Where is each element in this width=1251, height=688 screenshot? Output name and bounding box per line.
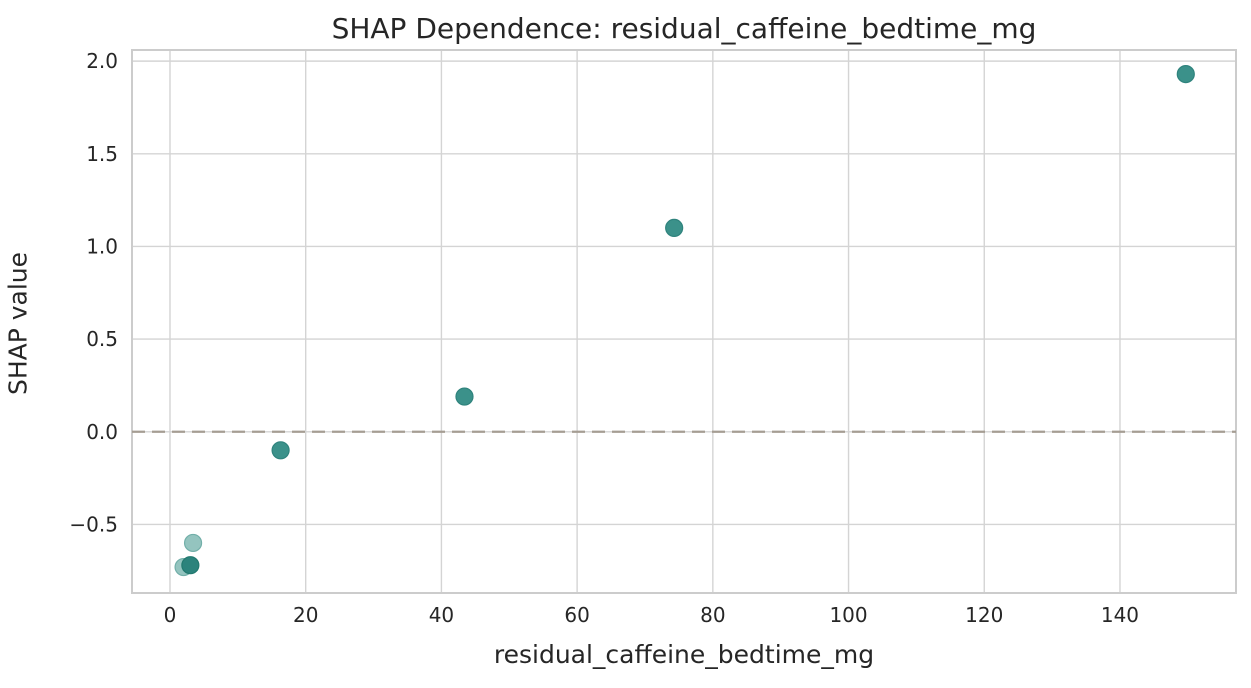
x-tick-label: 0: [164, 603, 177, 627]
data-point: [455, 387, 474, 406]
data-point: [183, 533, 203, 553]
x-tick-label: 20: [293, 603, 318, 627]
y-tick-label: 1.5: [86, 142, 118, 166]
data-point: [1176, 64, 1195, 84]
y-tick-label: 0.0: [86, 420, 118, 444]
data-point: [665, 218, 684, 238]
data-point: [271, 441, 290, 460]
tick-labels-layer: 0 20 40 60 80 100 120 140 −0.5 0.0 0.5 1.0 1.5 2.0: [69, 49, 1139, 627]
x-tick-label: 140: [1101, 603, 1139, 627]
x-axis-label: residual_caffeine_bedtime_mg: [493, 640, 875, 669]
x-tick-label: 120: [965, 603, 1003, 627]
data-point: [181, 556, 200, 575]
x-tick-label: 100: [829, 603, 867, 627]
axes-frame: [131, 49, 1237, 594]
y-tick-label: 1.0: [86, 234, 118, 258]
x-tick-label: 60: [564, 603, 589, 627]
y-tick-label: −0.5: [69, 512, 118, 536]
y-tick-label: 2.0: [86, 49, 118, 73]
x-tick-label: 40: [429, 603, 454, 627]
data-points-layer: [174, 64, 1195, 577]
chart-title: SHAP Dependence: residual_caffeine_bedti…: [331, 12, 1037, 45]
plot-frame: [131, 49, 1237, 594]
grid-layer: [132, 50, 1236, 593]
y-tick-label: 0.5: [86, 327, 118, 351]
x-tick-label: 80: [700, 603, 725, 627]
